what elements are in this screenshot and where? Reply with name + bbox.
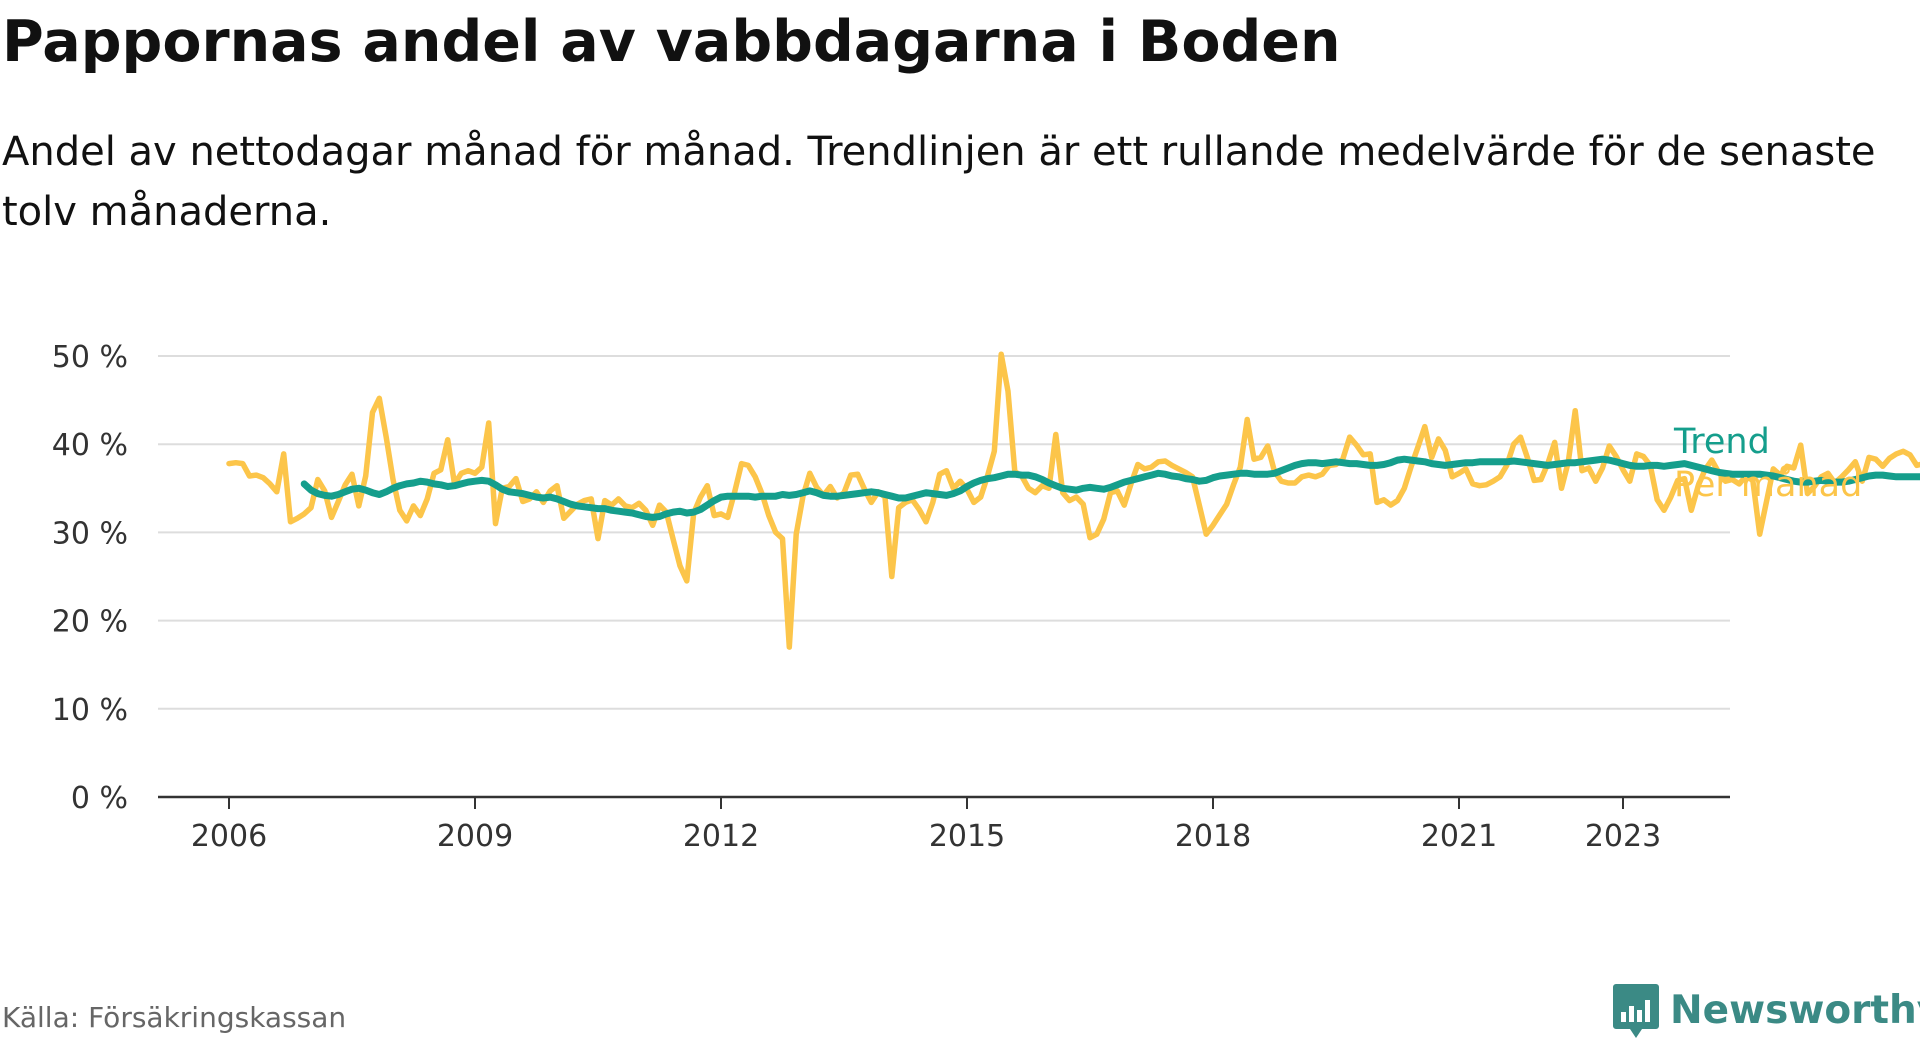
x-tick-label: 2015	[929, 819, 1005, 854]
y-tick-label: 30 %	[52, 516, 128, 551]
brand-logo[interactable]: Newsworthy	[1612, 982, 1920, 1040]
x-tick-label: 2021	[1421, 819, 1497, 854]
y-tick-label: 50 %	[52, 340, 128, 375]
y-axis: 0 % 10 % 20 % 30 % 40 % 50 %	[52, 340, 128, 816]
x-tick-label: 2023	[1585, 819, 1661, 854]
chart-title: Pappornas andel av vabbdagarna i Boden	[2, 9, 1341, 75]
y-tick-label: 10 %	[52, 693, 128, 728]
gridlines	[158, 355, 1730, 710]
y-tick-label: 20 %	[52, 605, 128, 640]
chart-subtitle: Andel av nettodagar månad för månad. Tre…	[2, 129, 1876, 235]
y-tick-label: 0 %	[71, 781, 128, 816]
bar-chart-bubble-icon	[1613, 984, 1659, 1038]
monthly-line	[226, 351, 1920, 650]
legend-label-monthly: Per månad	[1674, 464, 1862, 505]
x-tick-label: 2009	[437, 819, 513, 854]
series-lines	[226, 351, 1920, 650]
x-tick-label: 2018	[1175, 819, 1251, 854]
x-tick-label: 2012	[683, 819, 759, 854]
x-axis: 2006 2009 2012 2015 2018 2021 2023	[158, 795, 1730, 854]
brand-name: Newsworthy	[1670, 988, 1920, 1033]
x-tick-label: 2006	[191, 819, 267, 854]
legend-label-trend: Trend	[1673, 422, 1770, 462]
source-note: Källa: Försäkringskassan	[2, 1001, 347, 1034]
trend-line	[300, 455, 1920, 521]
y-tick-label: 40 %	[52, 428, 128, 463]
